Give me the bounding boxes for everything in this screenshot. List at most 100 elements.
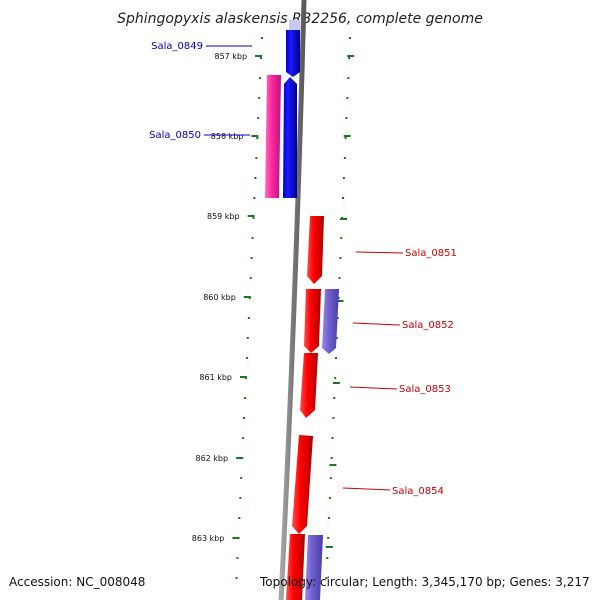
guide-dot	[328, 517, 331, 519]
guide-dot	[239, 497, 242, 499]
tick-label: 861 kbp	[199, 373, 232, 382]
guide-dot	[251, 237, 254, 239]
tick-label: 859 kbp	[207, 212, 240, 221]
right-scale-dash	[332, 382, 340, 384]
cds-sala-0852[interactable]	[304, 289, 321, 353]
right-scale-dash	[347, 55, 355, 57]
guide-dot	[329, 477, 332, 479]
guide-dot	[346, 97, 349, 99]
cds-bottom-forward-alt[interactable]	[305, 535, 323, 600]
right-scale-dash	[336, 300, 344, 302]
guide-dot	[340, 237, 343, 239]
guide-dot	[245, 357, 248, 359]
leader-sala-0853	[349, 386, 398, 390]
guide-dot	[250, 257, 253, 259]
guide-dot	[254, 177, 257, 179]
guide-dot	[342, 197, 344, 199]
guide-dot	[260, 57, 263, 59]
guide-dot	[347, 77, 350, 79]
label-sala-0852[interactable]: Sala_0852	[402, 320, 454, 331]
tick-mark	[251, 135, 259, 137]
tick-mark	[255, 55, 263, 57]
guide-dot	[342, 177, 345, 179]
guide-dot	[240, 477, 243, 479]
cds-sala-0854[interactable]	[292, 435, 313, 534]
tick-label: 860 kbp	[203, 293, 236, 302]
right-scale-dash	[329, 464, 337, 466]
label-sala-0851[interactable]: Sala_0851	[405, 248, 457, 259]
cds-sala-0850[interactable]	[283, 77, 297, 198]
cds-sala-0851[interactable]	[307, 216, 324, 284]
guide-dot	[335, 357, 337, 359]
scale-ticks: 857 kbp 858 kbp 859 kbp 860 kbp 861 kbp 862 k…	[192, 52, 355, 548]
guide-dot	[348, 57, 351, 59]
cds-sala-0852-alt[interactable]	[322, 289, 339, 354]
guide-dot	[343, 157, 346, 159]
gene-labels: Sala_0849 Sala_0850 Sala_0851 Sala_0852 …	[149, 41, 457, 497]
guide-dot	[257, 117, 260, 119]
guide-dot	[236, 557, 239, 559]
guide-dot	[259, 77, 262, 79]
leader-sala-0852	[352, 322, 401, 326]
guide-dot	[247, 317, 250, 319]
guide-dot	[345, 117, 348, 119]
genome-backbone	[278, 0, 307, 600]
label-sala-0854[interactable]: Sala_0854	[392, 486, 444, 497]
right-scale-dash	[343, 135, 351, 137]
cds-features	[265, 20, 339, 600]
leader-sala-0854	[342, 487, 391, 491]
right-scale-dash	[325, 546, 333, 548]
guide-dot	[243, 417, 245, 419]
leader-sala-0851	[355, 251, 404, 254]
right-scale-dash	[340, 218, 348, 220]
guide-dot	[334, 377, 337, 379]
cds-sala-0853[interactable]	[300, 353, 318, 418]
guide-dot	[256, 137, 259, 139]
cds-sala-0849-cap	[289, 20, 300, 30]
guide-dot	[252, 217, 255, 219]
tick-label: 858 kbp	[211, 132, 244, 141]
guide-dot	[258, 97, 261, 99]
guide-dot	[339, 257, 342, 259]
guide-dot	[331, 437, 334, 439]
tick-label: 857 kbp	[214, 52, 247, 61]
guide-dot	[328, 497, 331, 499]
guide-dot	[335, 337, 338, 339]
guide-dot	[249, 277, 252, 279]
guide-dot	[338, 277, 341, 279]
tick-mark	[243, 296, 251, 298]
guide-dot	[244, 397, 246, 399]
guide-dot	[326, 557, 329, 559]
guide-dot	[246, 337, 249, 339]
accession-text: Accession: NC_008048	[9, 575, 146, 589]
guide-dot	[255, 157, 258, 159]
guide-dot	[325, 577, 328, 579]
label-sala-0853[interactable]: Sala_0853	[399, 384, 451, 395]
cds-reverse-alt[interactable]	[265, 75, 281, 198]
guide-dot	[238, 517, 241, 519]
label-sala-0849[interactable]: Sala_0849	[151, 41, 203, 52]
guide-dot	[349, 37, 351, 39]
guide-dot	[337, 297, 340, 299]
genome-summary-text: Topology: circular; Length: 3,345,170 bp…	[260, 575, 590, 589]
label-sala-0850[interactable]: Sala_0850	[149, 130, 201, 141]
cds-sala-0849[interactable]	[286, 30, 300, 77]
tick-mark	[236, 457, 244, 459]
guide-dot	[242, 437, 245, 439]
tick-label: 862 kbp	[195, 454, 228, 463]
map-title: Sphingopyxis alaskensis RB2256, complete…	[117, 11, 483, 27]
guide-dot	[327, 537, 330, 539]
tick-mark	[232, 537, 240, 539]
guide-dot	[261, 37, 263, 39]
guide-dot	[235, 577, 238, 579]
guide-dot	[332, 417, 335, 419]
guide-dot	[330, 457, 333, 459]
guide-dot	[336, 317, 339, 319]
left-dotted-guide	[235, 37, 263, 579]
tick-mark	[240, 376, 247, 378]
cds-bottom-forward[interactable]	[286, 534, 305, 600]
guide-dot	[333, 397, 336, 399]
guide-dot	[253, 197, 256, 199]
tick-mark	[247, 215, 255, 217]
